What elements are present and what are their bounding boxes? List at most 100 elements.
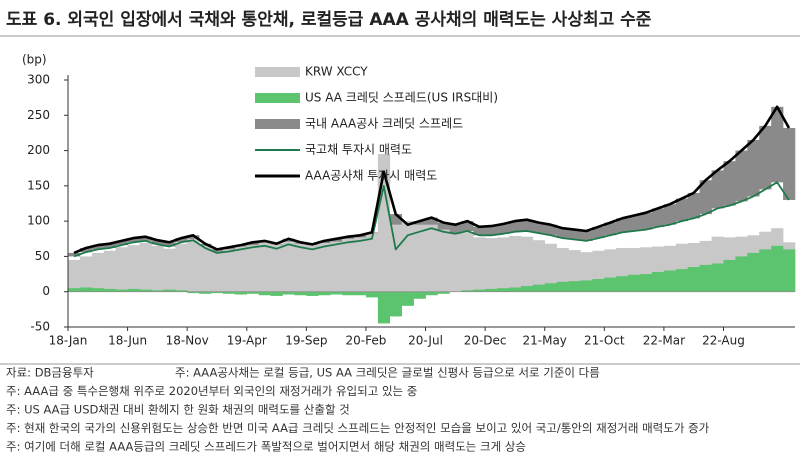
note-line: 주: AAA급 중 특수은행채 위주로 2020년부터 외국인의 재정거래가 유…: [6, 384, 417, 398]
bar: [711, 263, 724, 292]
bar: [79, 247, 93, 253]
y-tick-label: 50: [35, 249, 50, 263]
bar: [485, 238, 498, 292]
bar: [759, 249, 772, 292]
bar: [163, 248, 176, 292]
bar: [91, 288, 105, 292]
bar: [556, 228, 569, 239]
legend-label: US AA 크레딧 스프레드(US IRS대비): [305, 91, 498, 105]
bar: [497, 223, 510, 234]
bar: [413, 291, 426, 299]
bar: [497, 288, 510, 292]
bar: [163, 242, 176, 247]
bar: [592, 279, 605, 292]
bar: [222, 249, 236, 292]
bar: [330, 291, 343, 295]
bar: [651, 271, 665, 292]
bar: [127, 238, 140, 243]
bar: [163, 289, 176, 292]
bar: [318, 291, 331, 296]
bar: [520, 219, 534, 232]
y-tick-label: -50: [30, 320, 50, 334]
bar: [294, 291, 307, 296]
bar: [675, 198, 689, 222]
bar: [449, 233, 462, 292]
x-tick-label: 18-Jan: [49, 334, 88, 348]
bar: [461, 290, 474, 292]
bar: [211, 251, 224, 292]
x-tick-label: 21-May: [523, 334, 567, 348]
bar: [425, 224, 438, 292]
bar: [211, 291, 224, 294]
bar: [270, 291, 283, 296]
bar: [68, 288, 81, 292]
bar: [377, 291, 391, 324]
bar: [759, 125, 772, 190]
bar: [711, 170, 724, 209]
bar: [330, 241, 343, 292]
line: [73, 105, 791, 255]
chart-title: 도표 6. 외국인 입장에서 국채와 통안채, 로컬등급 AAA 공사채의 매력…: [6, 10, 652, 30]
bar: [449, 224, 462, 234]
x-tick-label: 19-Sep: [285, 334, 327, 348]
note-line: 주: AAA공사채는 로컬 등급, US AA 크레딧은 글로벌 신평사 등급으…: [175, 366, 600, 380]
bar: [413, 224, 426, 292]
bar: [592, 226, 605, 239]
bar: [365, 233, 379, 292]
bar: [675, 269, 689, 292]
bar: [699, 264, 712, 292]
bar: [306, 245, 319, 292]
bar: [699, 180, 712, 215]
x-tick-label: 22-Aug: [702, 334, 745, 348]
x-tick-label: 21-Oct: [584, 334, 625, 348]
bar: [771, 106, 784, 183]
bar: [139, 289, 152, 292]
legend-label: KRW XCCY: [305, 65, 368, 79]
bar: [199, 245, 212, 292]
bar: [342, 238, 355, 292]
bar: [687, 192, 700, 219]
bar: [544, 283, 557, 292]
bar: [294, 243, 307, 292]
bar: [103, 288, 116, 292]
bar: [663, 270, 677, 292]
bar: [651, 208, 665, 227]
bar: [68, 259, 81, 292]
bar: [211, 249, 224, 253]
bar: [437, 222, 450, 232]
bar: [175, 243, 188, 292]
bar: [580, 231, 593, 241]
bar: [246, 242, 259, 248]
bar: [234, 246, 248, 292]
bar: [783, 249, 796, 292]
bar: [508, 235, 522, 292]
y-tick-label: 100: [27, 214, 50, 228]
bar: [544, 243, 557, 292]
note-line: 주: 여기에 더해 로컬 AAA등급의 크레딧 스프레드가 폭발적으로 벌어지면…: [6, 440, 526, 454]
bar: [437, 291, 450, 294]
x-tick-label: 20-Dec: [464, 334, 507, 348]
bar: [628, 215, 641, 232]
bar: [497, 237, 510, 292]
bar: [771, 245, 784, 292]
bar: [199, 291, 212, 294]
bar: [175, 238, 188, 243]
bar: [282, 291, 295, 295]
bar: [747, 252, 760, 292]
bar: [318, 243, 331, 292]
bar: [425, 291, 438, 296]
bar: [282, 241, 295, 292]
y-axis-label: (bp): [22, 53, 47, 67]
bar: [151, 245, 164, 292]
bar: [461, 221, 474, 232]
bar: [401, 291, 414, 306]
legend-label: AAA공사채 투자시 매력도: [305, 169, 437, 183]
bar: [640, 274, 653, 292]
bar: [306, 291, 319, 296]
bar: [568, 281, 581, 292]
bar: [91, 245, 105, 250]
source-note: 자료: DB금융투자: [6, 366, 94, 380]
bar: [175, 290, 188, 292]
bar: [473, 289, 486, 292]
